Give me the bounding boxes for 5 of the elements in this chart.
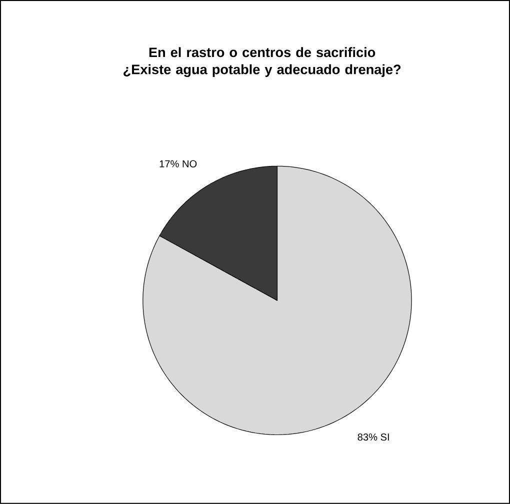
slice-label: SI: [380, 434, 389, 441]
chart-title: En el rastro o centros de sacrificio ¿Existe agua potable y adecuado drenaje?: [124, 47, 401, 78]
data-label: 83%: [358, 434, 378, 441]
slice-label: NO: [182, 160, 197, 168]
data-label: 17%: [160, 160, 179, 168]
